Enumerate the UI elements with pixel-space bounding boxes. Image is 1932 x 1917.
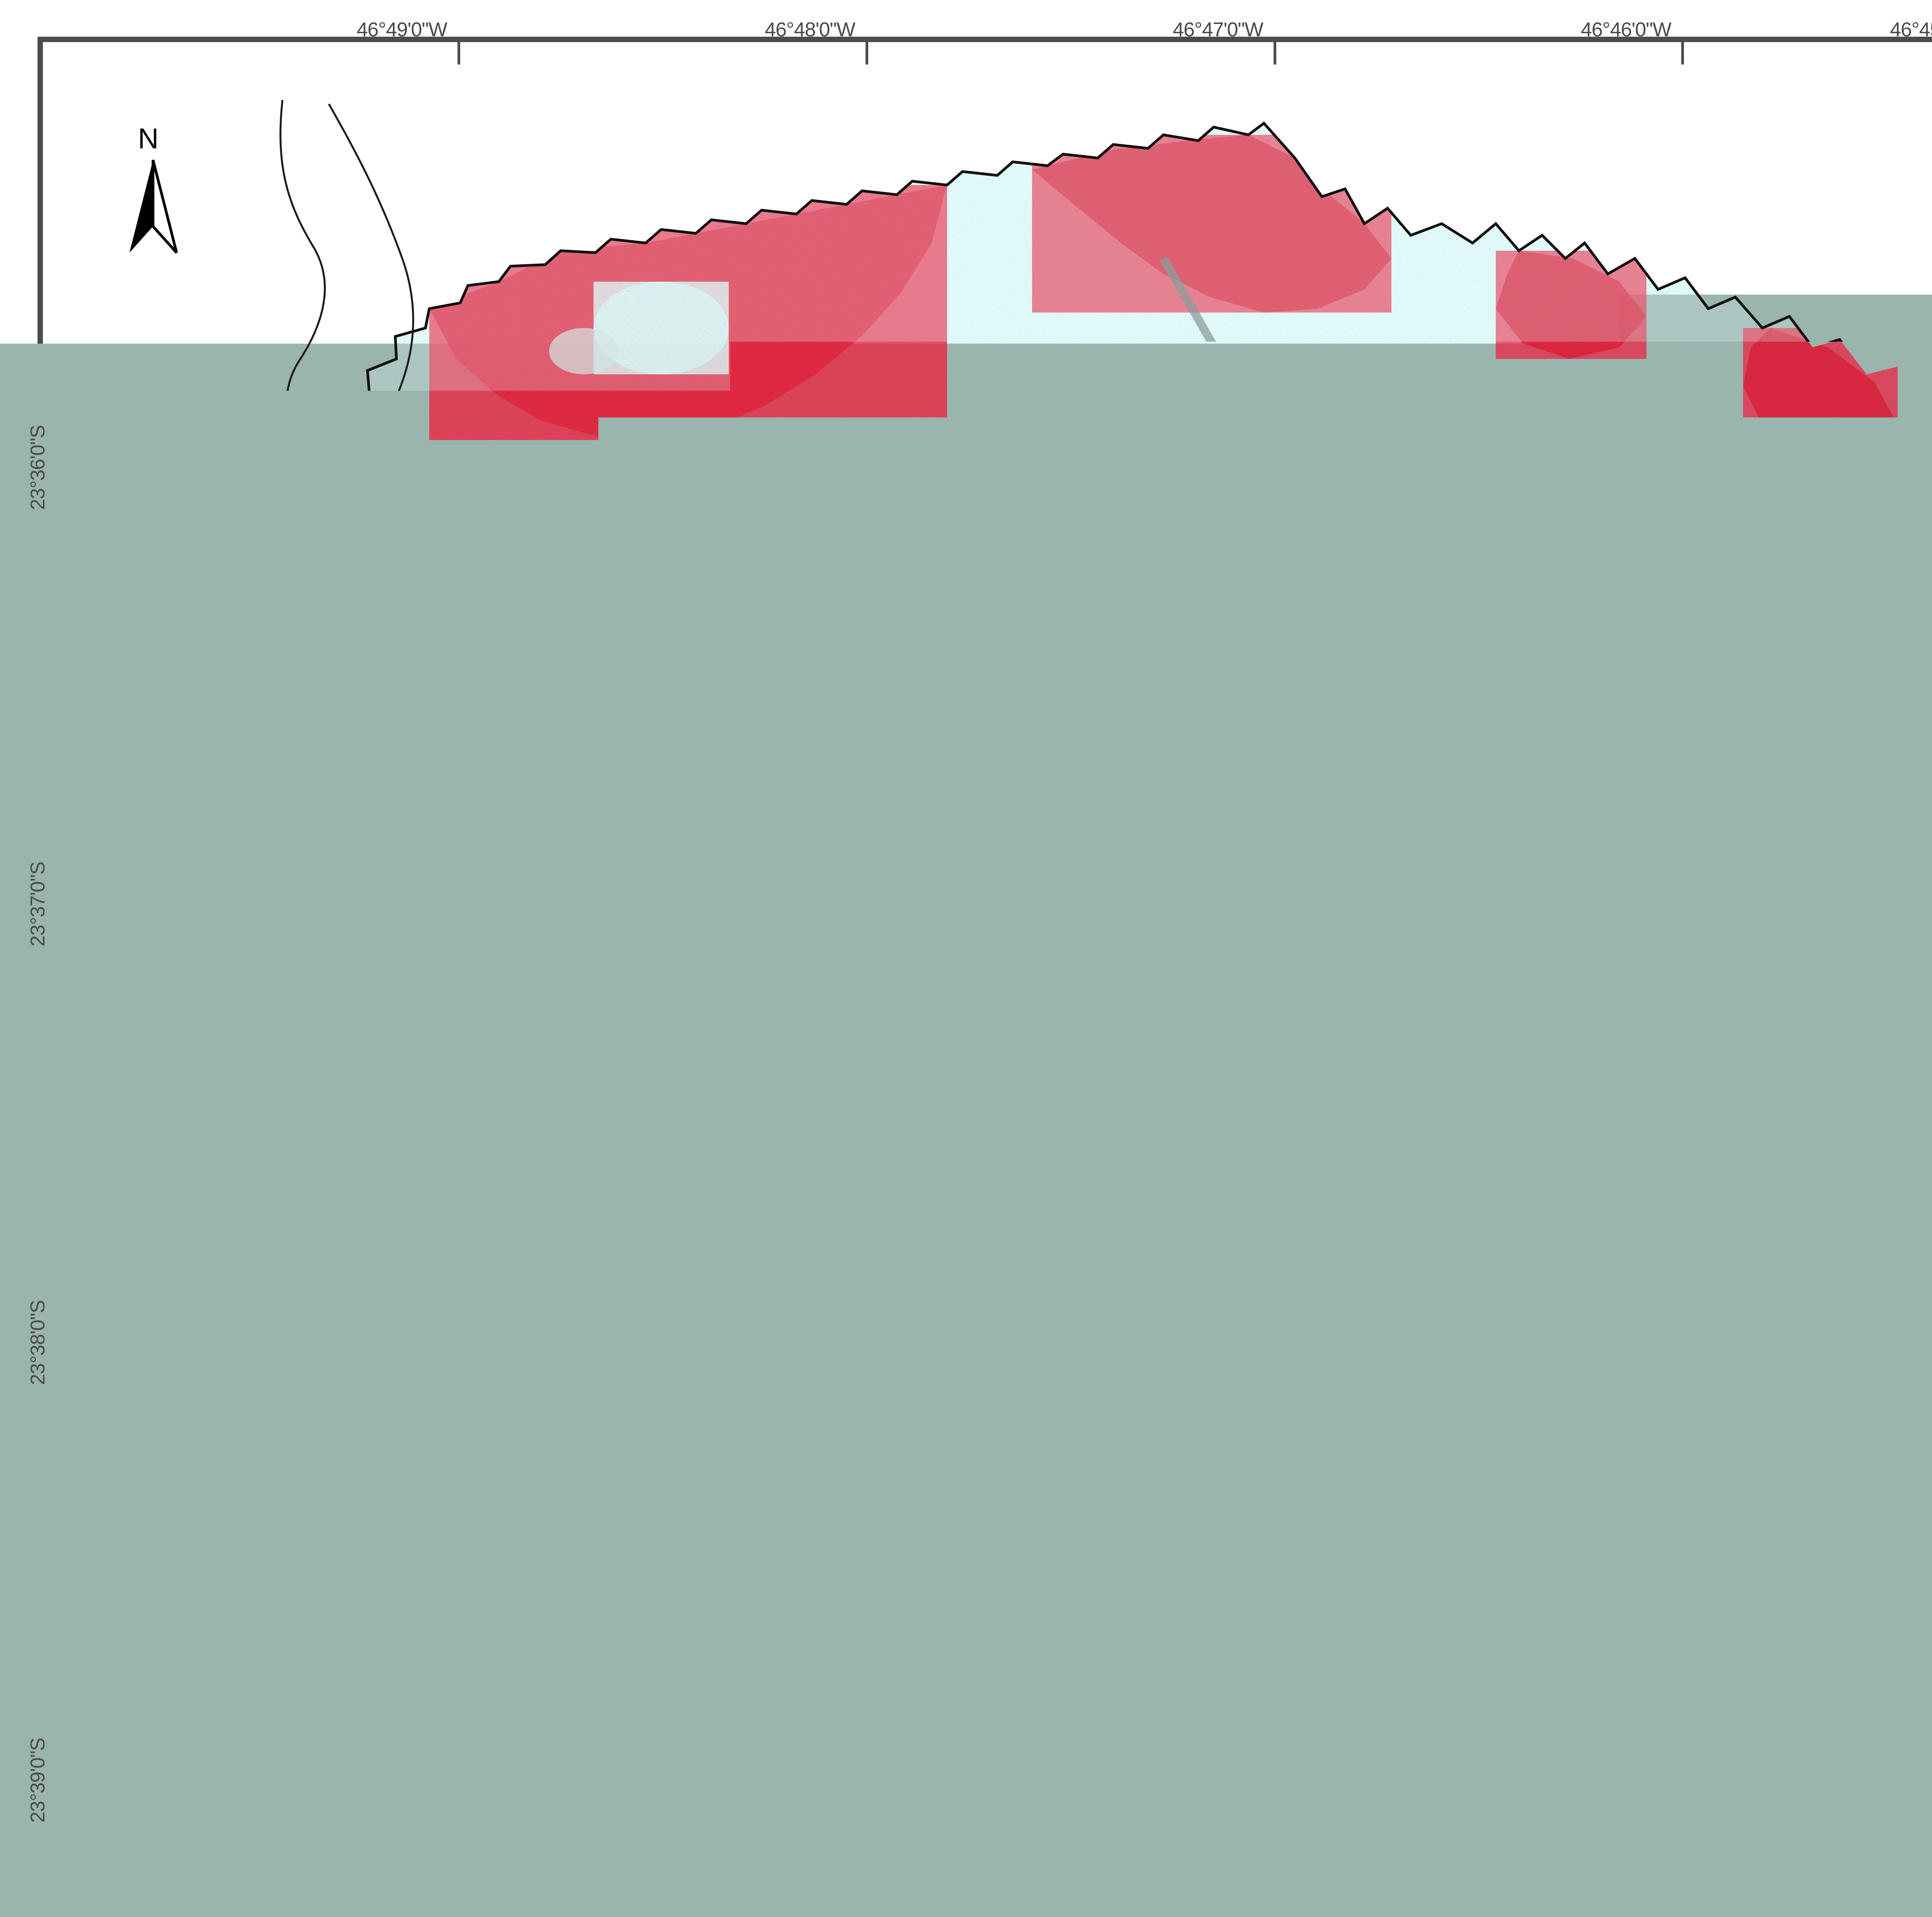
- scalebar-label-2: 2: [548, 1758, 560, 1783]
- scalebar-bar: [64, 1791, 1046, 1819]
- map-page: N 0 1 2 4 km 46°49'0"W 46°48'0"W 46°47'0…: [0, 0, 1932, 1917]
- lon-label-5: 46°45'0"W: [1890, 18, 1932, 41]
- scale-bar: 0 1 2 4 km: [64, 1751, 1046, 1819]
- graticule-tick-lon-2: [866, 42, 868, 65]
- lat-label-4: 23°39'0"S: [26, 1738, 49, 1823]
- scalebar-label-4km: 4 km: [1011, 1758, 1058, 1783]
- lat-label-3: 23°38'0"S: [26, 1300, 49, 1385]
- lon-label-b4: 46°46'0"W: [1581, 1859, 1671, 1882]
- lat-label-2: 23°37'0"S: [26, 862, 49, 947]
- lat-label-1: 23°36'0"S: [26, 425, 49, 510]
- lon-label-b2: 46°48'0"W: [765, 1859, 855, 1882]
- lon-label-3: 46°47'0"W: [1173, 18, 1263, 41]
- north-arrow: N: [120, 125, 186, 249]
- north-arrow-label: N: [138, 122, 158, 155]
- graticule-tick-lon-1: [457, 42, 460, 65]
- map-canvas[interactable]: N 0 1 2 4 km: [43, 42, 1932, 1841]
- scalebar-label-1: 1: [303, 1758, 315, 1783]
- lon-label-1: 46°49'0"W: [357, 18, 447, 41]
- lon-label-2: 46°48'0"W: [765, 18, 855, 41]
- graticule-tick-lon-b4: [1681, 1819, 1684, 1841]
- main-map-frame[interactable]: N 0 1 2 4 km: [37, 37, 1932, 1847]
- lon-label-b1: 46°49'0"W: [357, 1859, 447, 1882]
- graticule-tick-lon-b1: [457, 1819, 460, 1841]
- map-imagery: [43, 42, 1932, 1841]
- lon-label-b3: 46°47'0"W: [1173, 1859, 1263, 1882]
- scalebar-label-0: 0: [61, 1758, 73, 1783]
- graticule-tick-lon-3: [1274, 42, 1276, 65]
- graticule-tick-lon-4: [1681, 42, 1684, 65]
- graticule-tick-lon-b3: [1274, 1819, 1276, 1841]
- graticule-tick-lon-b2: [866, 1819, 868, 1841]
- lon-label-b5: 46°45'0"W: [1890, 1859, 1932, 1882]
- lon-label-4: 46°46'0"W: [1581, 18, 1671, 41]
- scalebar-segment-white: [310, 1794, 555, 1816]
